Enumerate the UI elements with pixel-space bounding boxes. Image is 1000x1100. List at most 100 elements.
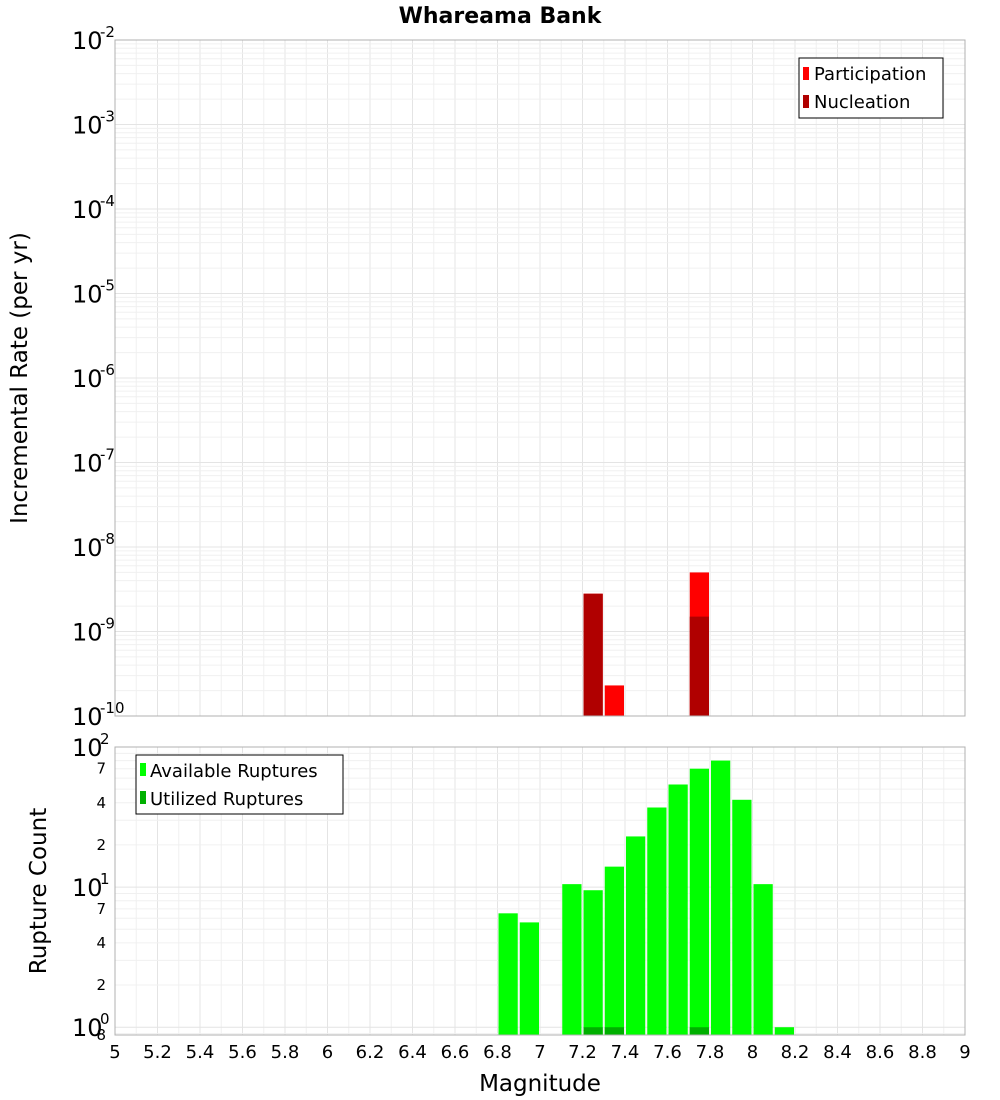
magnitude-x-tick-label: 8.8	[908, 1042, 937, 1063]
rate-y-tick-exponent: -2	[100, 23, 115, 41]
available-legend-swatch	[140, 763, 146, 776]
rate-y-tick-label: 10	[72, 703, 103, 731]
rate-y-tick-exponent: -8	[100, 530, 115, 548]
magnitude-x-tick-label: 7.6	[653, 1042, 682, 1063]
count-y-tick-exponent: 0	[100, 1010, 110, 1028]
count-y-tick-exponent: 2	[100, 730, 110, 748]
magnitude-x-axis-label: Magnitude	[479, 1071, 601, 1097]
count-s1-bar	[689, 1027, 709, 1035]
magnitude-x-tick-label: 5.2	[143, 1042, 172, 1063]
count-s0-bar	[583, 890, 603, 1035]
count-s1-bar	[583, 1027, 603, 1035]
magnitude-x-tick-label: 5	[109, 1042, 120, 1063]
magnitude-x-tick-label: 6	[322, 1042, 333, 1063]
magnitude-x-tick-label: 9	[959, 1042, 970, 1063]
rate-grid	[114, 40, 966, 717]
count-y-axis-label: Rupture Count	[26, 808, 52, 974]
count-y-minor-tick-label: 4	[96, 934, 106, 952]
count-y-minor-tick-label: 7	[96, 900, 106, 918]
magnitude-x-tick-label: 8.4	[823, 1042, 852, 1063]
count-y-minor-tick-label: 4	[96, 794, 106, 812]
count-y-minor-tick-label: 2	[96, 976, 106, 994]
count-y-minor-tick-label: 8	[96, 1026, 106, 1044]
count-plot-frame	[114, 746, 966, 1036]
rate-y-tick-exponent: -6	[100, 361, 115, 379]
magnitude-x-tick-label: 7.4	[611, 1042, 640, 1063]
utilized-legend-swatch	[140, 791, 146, 804]
rate-legend-box	[798, 57, 944, 119]
rate-bars	[583, 572, 709, 716]
magnitude-x-tick-label: 8.2	[781, 1042, 810, 1063]
rate-panel: 10-210-310-410-510-610-710-810-910-10 In…	[7, 23, 966, 731]
count-y-tick-exponent: 1	[100, 870, 110, 888]
utilized-legend-label: Utilized Ruptures	[150, 789, 303, 810]
rate-y-tick-label: 10	[72, 112, 103, 140]
rate-y-tick-exponent: -7	[100, 446, 115, 464]
magnitude-x-tick-label: 7.2	[568, 1042, 597, 1063]
magnitude-x-ticks: 5 5.2 5.4 5.6 5.8 6 6.2 6.4 6.6 6.8 7 7.2 7.4 7.6 7.8 8…	[109, 1042, 970, 1063]
rate-y-tick-label: 10	[72, 27, 103, 55]
count-bars	[498, 760, 794, 1035]
count-y-minor-tick-label: 2	[96, 836, 106, 854]
count-s0-bar	[647, 807, 667, 1035]
rate-plot-frame	[114, 39, 966, 717]
count-s0-bar	[626, 836, 646, 1035]
rate-s1-bar	[583, 593, 603, 716]
count-s0-bar	[604, 866, 624, 1035]
magnitude-x-tick-label: 6.4	[398, 1042, 427, 1063]
rate-y-tick-exponent: -9	[100, 615, 115, 633]
rate-y-tick-exponent: -3	[100, 108, 115, 126]
magnitude-x-tick-label: 8	[747, 1042, 758, 1063]
count-s0-bar	[668, 784, 688, 1035]
rate-y-tick-label: 10	[72, 450, 103, 478]
magnitude-x-tick-label: 5.6	[228, 1042, 257, 1063]
count-s0-bar	[519, 922, 539, 1035]
count-s0-bar	[689, 768, 709, 1035]
magnitude-x-tick-label: 8.6	[866, 1042, 895, 1063]
rate-s0-bar	[604, 685, 624, 716]
rate-s1-bar	[689, 616, 709, 716]
count-s0-bar	[711, 760, 731, 1035]
nucleation-legend-label: Nucleation	[814, 92, 910, 113]
count-y-tick-label: 10	[72, 1014, 103, 1042]
magnitude-x-tick-label: 6.6	[441, 1042, 470, 1063]
participation-legend-label: Participation	[814, 64, 926, 85]
magnitude-x-tick-label: 7.8	[696, 1042, 725, 1063]
rate-y-ticks: 10-210-310-410-510-610-710-810-910-10	[72, 23, 125, 731]
count-s0-bar	[774, 1027, 794, 1035]
magnitude-x-tick-label: 6.8	[483, 1042, 512, 1063]
count-s0-bar	[732, 799, 752, 1035]
count-s0-bar	[498, 913, 518, 1035]
rate-y-tick-label: 10	[72, 365, 103, 393]
rate-y-axis-label: Incremental Rate (per yr)	[7, 232, 33, 524]
magnitude-x-tick-label: 5.4	[186, 1042, 215, 1063]
count-y-tick-label: 10	[72, 734, 103, 762]
rate-legend: Participation Nucleation	[798, 57, 944, 119]
count-s0-bar	[753, 884, 773, 1035]
magnitude-x-tick-label: 6.2	[356, 1042, 385, 1063]
rate-y-tick-label: 10	[72, 196, 103, 224]
participation-legend-swatch	[803, 67, 809, 80]
rate-y-tick-exponent: -4	[100, 192, 115, 210]
chart-title: Whareama Bank	[399, 4, 603, 29]
magnitude-x-tick-label: 5.8	[271, 1042, 300, 1063]
rate-y-tick-exponent: -10	[100, 699, 125, 717]
count-legend-box	[135, 754, 344, 815]
rate-y-tick-label: 10	[72, 281, 103, 309]
count-s1-bar	[604, 1027, 624, 1035]
count-y-minor-tick-label: 7	[96, 760, 106, 778]
rate-y-tick-label: 10	[72, 534, 103, 562]
available-legend-label: Available Ruptures	[150, 761, 318, 782]
rate-y-tick-label: 10	[72, 619, 103, 647]
count-s0-bar	[562, 884, 582, 1035]
count-y-tick-label: 10	[72, 874, 103, 902]
count-grid	[114, 747, 966, 1035]
count-legend: Available Ruptures Utilized Ruptures	[135, 754, 344, 815]
nucleation-legend-swatch	[803, 95, 809, 108]
rate-y-tick-exponent: -5	[100, 277, 115, 295]
magnitude-x-tick-label: 7	[534, 1042, 545, 1063]
